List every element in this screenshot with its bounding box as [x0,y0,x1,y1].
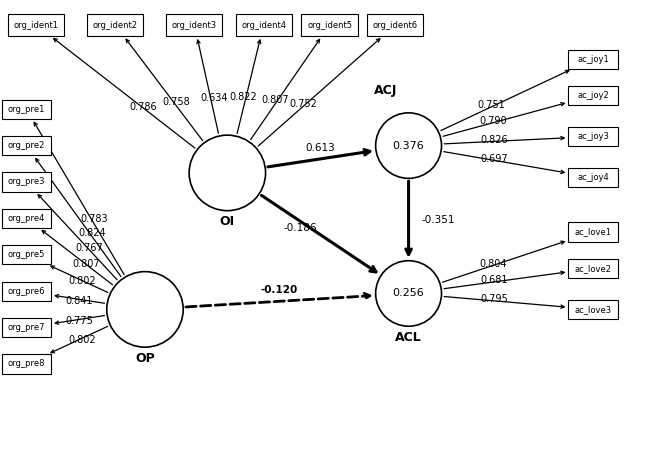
Text: org_pre5: org_pre5 [8,250,45,259]
Text: 0.786: 0.786 [129,102,157,112]
Text: ac_love3: ac_love3 [575,305,612,314]
Text: 0.795: 0.795 [480,294,508,304]
Text: org_ident5: org_ident5 [307,20,352,30]
FancyBboxPatch shape [568,86,618,105]
FancyBboxPatch shape [166,14,223,36]
FancyBboxPatch shape [2,172,51,192]
Text: ac_joy2: ac_joy2 [577,91,609,100]
FancyBboxPatch shape [2,245,51,264]
Text: 0.775: 0.775 [65,316,94,326]
Text: 0.841: 0.841 [66,296,94,306]
Text: 0.758: 0.758 [162,97,190,107]
Text: ACL: ACL [395,331,422,344]
Text: ac_joy4: ac_joy4 [577,173,609,182]
Text: 0.256: 0.256 [393,288,424,298]
Text: -0.186: -0.186 [283,223,317,233]
FancyBboxPatch shape [568,168,618,187]
Text: 0.807: 0.807 [72,259,100,269]
FancyBboxPatch shape [236,14,292,36]
Ellipse shape [376,261,442,326]
Text: ac_joy1: ac_joy1 [577,55,609,64]
FancyBboxPatch shape [568,50,618,69]
Text: org_ident2: org_ident2 [93,20,138,30]
FancyBboxPatch shape [87,14,143,36]
Text: org_pre6: org_pre6 [8,287,45,296]
Text: org_pre8: org_pre8 [8,359,45,369]
FancyBboxPatch shape [568,300,618,319]
Text: 0.826: 0.826 [480,135,508,145]
Text: 0.807: 0.807 [262,95,289,105]
Text: -0.351: -0.351 [422,215,455,224]
Text: 0.783: 0.783 [80,214,108,224]
Text: ac_love2: ac_love2 [575,264,612,273]
Text: org_ident4: org_ident4 [241,20,286,30]
FancyBboxPatch shape [2,209,51,228]
FancyBboxPatch shape [2,318,51,337]
Text: org_pre2: org_pre2 [8,141,45,150]
FancyBboxPatch shape [568,222,618,242]
Text: -0.120: -0.120 [261,285,298,295]
Text: ac_joy3: ac_joy3 [577,132,609,141]
FancyBboxPatch shape [568,127,618,146]
FancyBboxPatch shape [302,14,357,36]
Text: 0.822: 0.822 [230,92,258,102]
FancyBboxPatch shape [568,259,618,278]
FancyBboxPatch shape [2,100,51,119]
Text: OI: OI [220,215,235,228]
Text: 0.751: 0.751 [478,100,505,110]
Text: org_ident3: org_ident3 [172,20,217,30]
Text: org_pre4: org_pre4 [8,214,45,223]
Text: 0.790: 0.790 [479,116,507,126]
Text: org_pre7: org_pre7 [8,323,45,332]
FancyBboxPatch shape [2,136,51,155]
Text: 0.804: 0.804 [479,259,507,269]
Text: 0.752: 0.752 [289,99,317,109]
FancyBboxPatch shape [368,14,423,36]
FancyBboxPatch shape [2,282,51,301]
Text: org_ident6: org_ident6 [373,20,418,30]
Text: org_pre3: org_pre3 [8,177,45,187]
Text: org_pre1: org_pre1 [8,105,45,114]
Text: OP: OP [135,352,155,365]
Ellipse shape [189,135,266,211]
Text: 0.681: 0.681 [480,275,508,285]
Text: 0.634: 0.634 [200,92,228,102]
Text: 0.767: 0.767 [76,243,103,253]
FancyBboxPatch shape [2,354,51,374]
FancyBboxPatch shape [8,14,65,36]
Text: 0.802: 0.802 [69,276,96,286]
Text: 0.376: 0.376 [393,141,424,151]
Text: ac_love1: ac_love1 [575,228,612,237]
Text: 0.824: 0.824 [78,228,106,238]
Text: 0.802: 0.802 [69,335,96,345]
Text: ACJ: ACJ [374,84,397,97]
Text: 0.613: 0.613 [306,142,335,152]
Text: 0.697: 0.697 [480,154,507,164]
Ellipse shape [107,272,183,347]
Ellipse shape [376,113,442,178]
Text: org_ident1: org_ident1 [14,20,59,30]
